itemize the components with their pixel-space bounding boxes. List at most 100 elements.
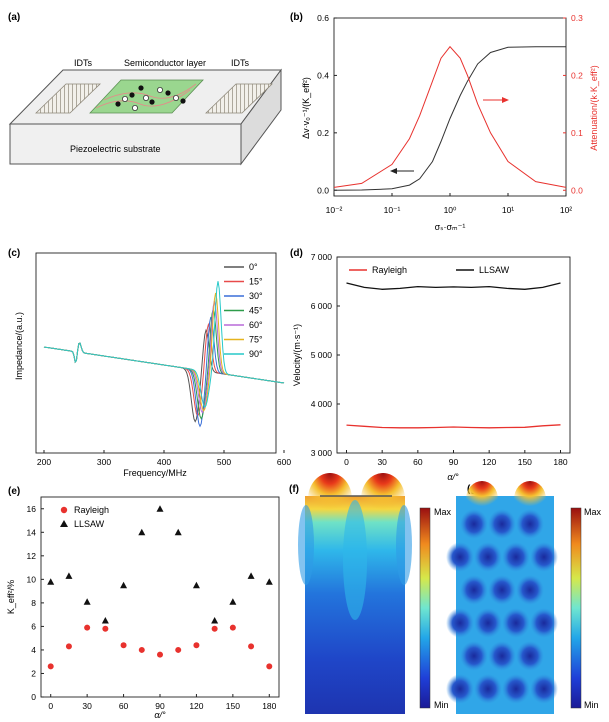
panel-e-xtick-label: 180 bbox=[262, 701, 276, 711]
panel-b-xtick-label: 10⁰ bbox=[444, 205, 457, 215]
legend-rayleigh-label: Rayleigh bbox=[372, 265, 407, 275]
idt-left-label: IDTs bbox=[74, 58, 93, 68]
field-g-node bbox=[516, 640, 544, 671]
panel-b-ticks: 10⁻² 10⁻¹ 10⁰ 10¹ 10² 0.0 0.2 0.4 0.6 0.0 0.1 0.2 0.… bbox=[317, 13, 583, 215]
idt-right-electrodes bbox=[205, 83, 273, 114]
llsaw-point bbox=[156, 505, 164, 512]
panel-b-ytick-left-label: 0.2 bbox=[317, 128, 329, 138]
panel-c-label: (c) bbox=[8, 248, 20, 259]
field-f-edge-left bbox=[298, 505, 314, 585]
impedance-line-30deg bbox=[43, 316, 285, 428]
field-map-g-cells bbox=[446, 509, 558, 704]
panel-c-xtick-label: 200 bbox=[37, 457, 51, 467]
panel-e-xlabel: α/° bbox=[154, 710, 166, 720]
legend-label-90deg: 90° bbox=[249, 349, 263, 359]
field-g-node bbox=[488, 509, 516, 539]
panel-e-ytick-label: 12 bbox=[27, 551, 37, 561]
panel-e-ytick-label: 8 bbox=[31, 598, 36, 608]
impedance-line-75deg bbox=[43, 292, 285, 412]
panel-d-ytick-label: 3 000 bbox=[311, 448, 333, 458]
field-g-node bbox=[474, 607, 502, 638]
legend-label-60deg: 60° bbox=[249, 320, 263, 330]
field-g-node bbox=[446, 607, 474, 638]
legend-label-75deg: 75° bbox=[249, 335, 263, 345]
idt-right-label: IDTs bbox=[231, 58, 250, 68]
panel-c-xtick-label: 500 bbox=[217, 457, 231, 467]
panel-e-ytick-label: 16 bbox=[27, 504, 37, 514]
llsaw-point bbox=[47, 578, 55, 585]
field-g-node bbox=[446, 673, 474, 704]
rayleigh-point bbox=[84, 624, 91, 631]
panel-c-ticks: 200 300 400 500 600 bbox=[37, 450, 291, 467]
panel-e-xtick-label: 60 bbox=[119, 701, 129, 711]
panel-g: (g) Max Min bbox=[446, 481, 602, 714]
rayleigh-point bbox=[211, 625, 218, 632]
panel-b-xtick-label: 10⁻¹ bbox=[384, 205, 401, 215]
field-g-node bbox=[446, 541, 474, 572]
panel-c-xtick-label: 300 bbox=[97, 457, 111, 467]
panel-b-xtick-label: 10² bbox=[560, 205, 572, 215]
field-g-node bbox=[488, 574, 516, 605]
field-g-node bbox=[488, 640, 516, 671]
llsaw-point bbox=[83, 598, 91, 605]
panel-d-ytick-label: 5 000 bbox=[311, 350, 333, 360]
panel-e-points bbox=[47, 505, 273, 670]
panel-c-legend: 0° 15° 30° 45° 60° 75° 90° bbox=[224, 262, 263, 359]
panel-c: (c) 200 300 400 500 600 0° 15° 30° 45° 60° 75° 90°… bbox=[8, 248, 291, 478]
legend-rayleigh-marker bbox=[60, 506, 68, 514]
panel-d-ytick-label: 7 000 bbox=[311, 252, 333, 262]
wave-line-2 bbox=[103, 83, 197, 101]
llsaw-point bbox=[247, 572, 255, 579]
panel-d-xlabel: α/° bbox=[447, 472, 459, 482]
panel-e-ticks: 0 30 60 90 120 150 180 0 2 4 6 8 10 12 14 16 bbox=[27, 504, 277, 711]
panel-e-xtick-label: 120 bbox=[189, 701, 203, 711]
attenuation-line bbox=[333, 45, 567, 188]
panel-e-ytick-label: 14 bbox=[27, 527, 37, 537]
rayleigh-point bbox=[47, 663, 54, 670]
rayleigh-point bbox=[248, 643, 255, 650]
llsaw-point bbox=[229, 598, 237, 605]
field-g-node bbox=[460, 640, 488, 671]
rayleigh-point bbox=[138, 646, 145, 653]
field-f-mid-band bbox=[343, 500, 367, 620]
panel-d-xtick-label: 0 bbox=[344, 457, 349, 467]
panel-c-xlabel: Frequency/MHz bbox=[123, 468, 187, 478]
llsaw-point bbox=[120, 581, 128, 589]
llsaw-point bbox=[65, 572, 73, 579]
panel-d-xtick-label: 60 bbox=[413, 457, 423, 467]
hotspot-f-right bbox=[361, 473, 405, 525]
panel-c-frame bbox=[35, 252, 277, 454]
rayleigh-point bbox=[266, 663, 273, 670]
rayleigh-point bbox=[120, 642, 127, 649]
llsaw-point bbox=[138, 528, 146, 536]
rayleigh-point bbox=[175, 646, 182, 653]
rayleigh-point bbox=[157, 651, 163, 658]
panel-b-ytick-right-label: 0.2 bbox=[571, 70, 583, 80]
colorbar-f-max: Max bbox=[434, 507, 452, 517]
panel-b-xlabel: σₛ·σₘ⁻¹ bbox=[435, 222, 466, 232]
wave-line-1 bbox=[95, 89, 191, 109]
rayleigh-point bbox=[65, 643, 72, 650]
colorbar-f bbox=[419, 507, 431, 709]
panel-d-xtick-label: 90 bbox=[449, 457, 459, 467]
impedance-line-15deg bbox=[43, 322, 285, 418]
legend-label-15deg: 15° bbox=[249, 277, 263, 287]
field-g-node bbox=[530, 673, 558, 704]
panel-b-ylabel-right: Attenuation/(k·K_eff²) bbox=[589, 65, 599, 150]
semiconductor-label: Semiconductor layer bbox=[124, 58, 206, 68]
panel-e-label: (e) bbox=[8, 486, 20, 497]
legend-llsaw-label-e: LLSAW bbox=[74, 519, 105, 529]
colorbar-g-min: Min bbox=[584, 700, 599, 710]
llsaw-point bbox=[211, 617, 219, 624]
panel-e-ylabel: K_eff²/% bbox=[6, 580, 16, 614]
llsaw-point bbox=[192, 581, 200, 589]
panel-e-ytick-label: 0 bbox=[31, 692, 36, 702]
llsaw-point bbox=[174, 528, 182, 536]
panel-b: (b) 10⁻² 10⁻¹ 10⁰ 10¹ 10² 0.0 0.2 0.4 0.6 0.0 0.1 0… bbox=[290, 12, 599, 232]
field-g-node bbox=[460, 574, 488, 605]
hotspot-g-left bbox=[466, 481, 498, 517]
panel-e-xtick-label: 90 bbox=[155, 701, 165, 711]
field-g-node bbox=[530, 541, 558, 572]
legend-label-45deg: 45° bbox=[249, 306, 263, 316]
